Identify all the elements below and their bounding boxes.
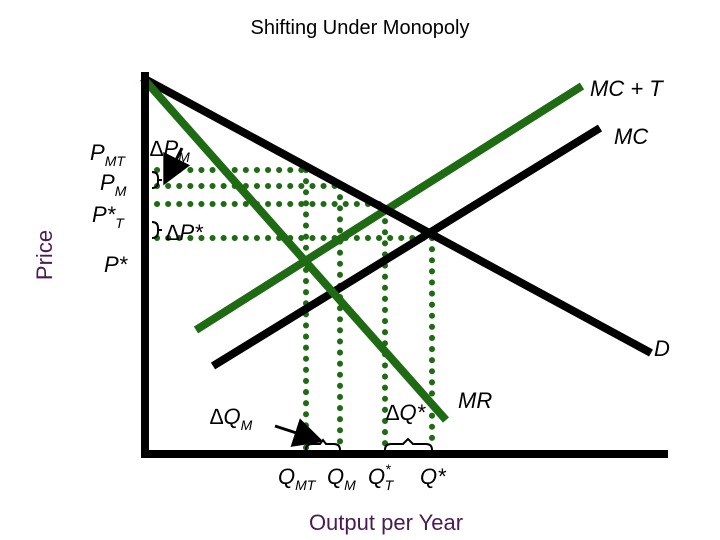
pstar-label: P* [104, 252, 129, 277]
diagram-title: Shifting Under Monopoly [250, 17, 469, 39]
delta-pstar-label: ∆P* [166, 220, 204, 245]
demand-curve [141, 74, 653, 357]
mr-label: MR [458, 388, 492, 413]
delta-qm-label: ∆QM [210, 404, 253, 433]
delta-qstar-label: ∆Q* [386, 400, 427, 425]
mr-curve [140, 75, 449, 423]
pmt-label: PMT [90, 140, 126, 169]
qstar-label: Q* [420, 464, 447, 489]
pm-label: PM [100, 170, 127, 199]
qt-label: Q* T [368, 461, 395, 493]
delta-qm-brace [305, 438, 341, 451]
qmt-label: QMT [278, 464, 317, 493]
y-axis-label: Price [32, 230, 57, 280]
pt-label: P*T [92, 202, 125, 231]
mc-label: MC [614, 124, 648, 149]
demand-label: D [654, 336, 670, 361]
delta-pm-label: ∆PM [150, 136, 190, 165]
mc-plus-t-label: MC + T [590, 76, 664, 101]
mc-curve [210, 124, 603, 370]
x-axis-label: Output per Year [309, 510, 463, 535]
delta-pm-brace [151, 171, 162, 189]
delta-qstar-brace [384, 437, 433, 451]
delta-pstar-brace [151, 221, 162, 239]
qm-label: QM [327, 464, 356, 493]
dotted-guides [154, 167, 435, 451]
delta-pm-arrow [163, 147, 191, 186]
delta-qm-arrow [274, 418, 324, 447]
